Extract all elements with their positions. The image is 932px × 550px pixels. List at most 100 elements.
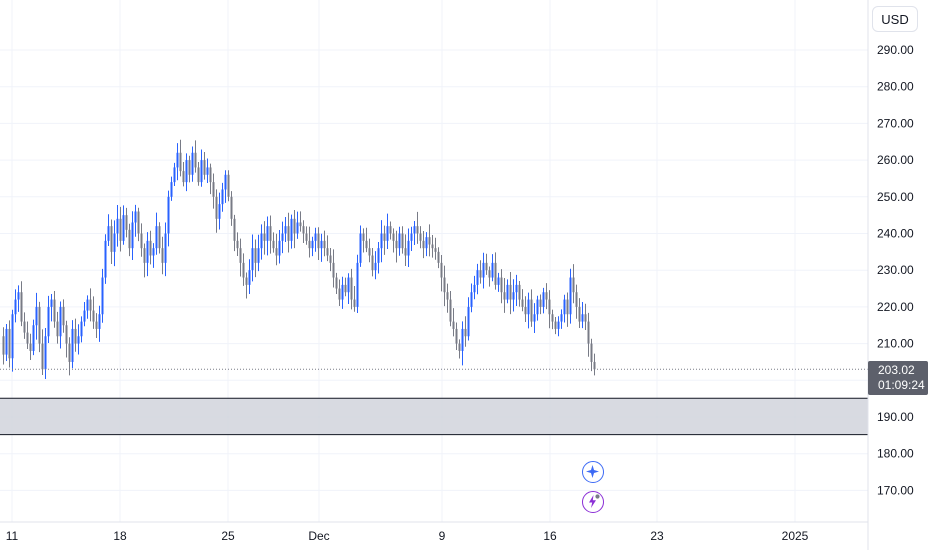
candle-body xyxy=(416,226,419,234)
candle-body xyxy=(437,251,440,263)
time-tick-label: 23 xyxy=(650,529,664,543)
candle-body xyxy=(500,277,503,293)
candle-body xyxy=(131,222,134,249)
candle-body xyxy=(146,240,149,263)
bar-countdown: 01:09:24 xyxy=(878,378,925,392)
candle-body xyxy=(335,277,338,289)
candle-body xyxy=(512,292,515,300)
time-tick-label: 2025 xyxy=(782,529,809,543)
candle-body xyxy=(176,152,179,168)
candle-body xyxy=(299,222,302,227)
candle-body xyxy=(554,321,557,329)
candle-body xyxy=(275,248,278,256)
candle-body xyxy=(506,284,509,300)
candle-body xyxy=(62,306,65,326)
price-tick-label: 170.00 xyxy=(877,483,914,497)
candle-body xyxy=(104,240,107,278)
candle-body xyxy=(482,262,485,278)
candle-body xyxy=(254,248,257,263)
price-axis[interactable]: 290.00 280.00 270.00 260.00 250.00 240.00 230.… xyxy=(877,43,914,497)
candle-body xyxy=(365,240,368,249)
candle-body xyxy=(263,233,266,241)
candle-body xyxy=(395,240,398,249)
price-tick-label: 290.00 xyxy=(877,43,914,57)
candle-body xyxy=(536,299,539,315)
candle-body xyxy=(266,226,269,241)
alert-button[interactable] xyxy=(582,491,604,513)
price-tick-label: 250.00 xyxy=(877,190,914,204)
candle-body xyxy=(80,321,83,337)
price-tick-label: 240.00 xyxy=(877,227,914,241)
candle-body xyxy=(485,262,488,271)
candle-body xyxy=(524,306,527,315)
candle-body xyxy=(137,211,140,234)
candle-body xyxy=(119,218,122,241)
candle-body xyxy=(440,262,443,278)
candle-body xyxy=(203,160,206,175)
candle-body xyxy=(278,240,281,256)
candle-body xyxy=(29,343,32,351)
candle-body xyxy=(152,248,155,256)
candle-body xyxy=(446,292,449,300)
candle-body xyxy=(185,160,188,183)
candle-body xyxy=(494,262,497,285)
candle-body xyxy=(218,204,221,219)
candle-body xyxy=(47,306,50,337)
candle-body xyxy=(368,248,371,256)
candle-body xyxy=(551,314,554,322)
candle-body xyxy=(53,299,56,322)
candle-body xyxy=(290,218,293,241)
candle-body xyxy=(455,328,458,344)
candle-body xyxy=(20,292,23,322)
candle-body xyxy=(311,240,314,249)
time-tick-label: 16 xyxy=(543,529,557,543)
candle-body xyxy=(497,277,500,285)
currency-label: USD xyxy=(881,11,909,27)
candle-body xyxy=(539,299,542,307)
candle-body xyxy=(158,226,161,249)
candle-body xyxy=(344,284,347,293)
candlestick-series xyxy=(2,139,596,380)
candle-body xyxy=(83,310,86,322)
candle-body xyxy=(593,361,596,370)
candle-body xyxy=(578,306,581,322)
candle-body xyxy=(476,270,479,285)
candle-body xyxy=(65,325,68,344)
candle-body xyxy=(224,174,227,190)
candle-body xyxy=(95,321,98,329)
candle-body xyxy=(35,306,38,326)
candle-body xyxy=(170,182,173,197)
candle-body xyxy=(128,229,131,249)
candle-body xyxy=(98,314,101,329)
candle-body xyxy=(155,226,158,249)
candle-body xyxy=(287,226,290,241)
candle-body xyxy=(341,284,344,300)
candle-body xyxy=(233,218,236,241)
candle-body xyxy=(74,328,77,344)
candle-body xyxy=(296,222,299,234)
currency-selector[interactable]: USD xyxy=(872,6,918,32)
candle-body xyxy=(314,233,317,241)
candle-body xyxy=(143,248,146,263)
candle-body xyxy=(173,167,176,183)
candle-body xyxy=(239,248,242,263)
candle-body xyxy=(248,270,251,285)
assistant-button[interactable] xyxy=(582,461,604,483)
candle-body xyxy=(557,321,560,329)
candle-body xyxy=(188,160,191,175)
price-zone-rectangle[interactable] xyxy=(0,398,868,435)
candle-body xyxy=(77,336,80,344)
candle-body xyxy=(317,233,320,249)
candle-body xyxy=(323,240,326,249)
time-axis[interactable]: 11 18 25 Dec 9 16 23 2025 xyxy=(6,529,809,543)
candle-body xyxy=(11,314,14,359)
candle-body xyxy=(566,299,569,315)
candle-body xyxy=(338,288,341,300)
candle-body xyxy=(242,262,245,278)
candle-body xyxy=(404,248,407,256)
candle-body xyxy=(374,262,377,271)
candle-body xyxy=(59,306,62,337)
candle-body xyxy=(515,284,518,293)
candle-body xyxy=(116,218,119,234)
